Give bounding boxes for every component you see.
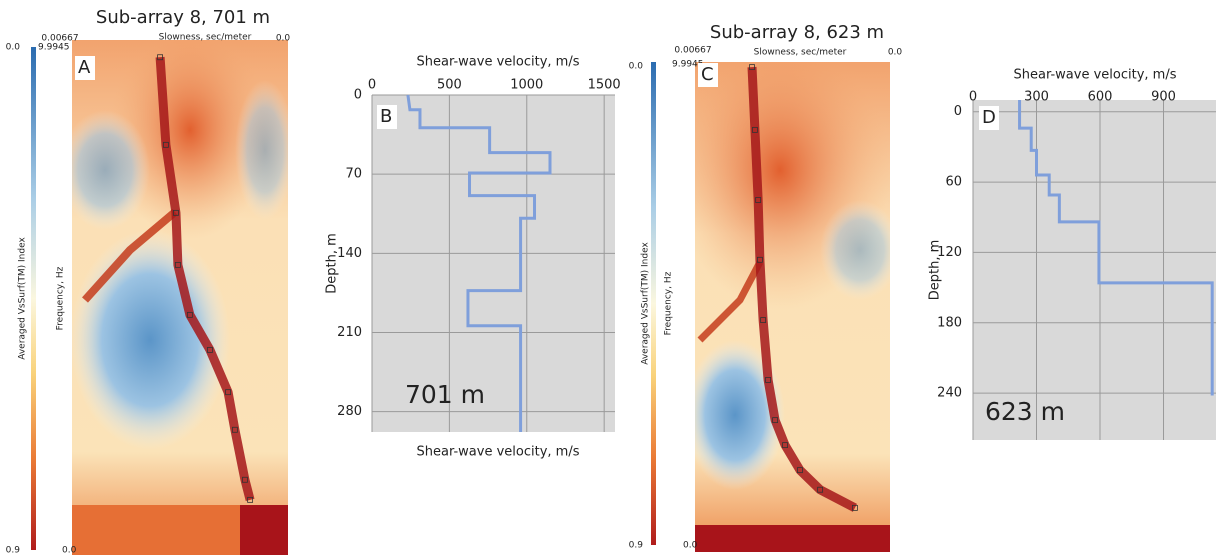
pick-point	[852, 504, 858, 511]
x-axis-label: Shear-wave velocity, m/s	[1014, 68, 1177, 83]
pick-point	[760, 317, 767, 324]
y-tick-label: 9.9945	[38, 43, 70, 53]
heatmap-c	[695, 62, 890, 552]
y-tick-label: 0.0	[683, 541, 698, 551]
x-tick-label: 1000	[510, 78, 543, 93]
velocity-profile	[406, 94, 552, 432]
pick-point	[755, 197, 762, 203]
panel-label: A	[78, 57, 91, 78]
x-axis-label: Shear-wave velocity, m/s	[417, 445, 580, 460]
y-axis-label: Frequency, Hz	[56, 266, 66, 330]
colorbar-tick-label: 0.9	[6, 546, 21, 556]
x-tick-label: 900	[1151, 90, 1176, 105]
energy-ridge	[747, 66, 857, 512]
x-tick-label: 0.00667	[41, 34, 78, 44]
plot-area	[973, 100, 1216, 440]
y-tick-label: 70	[345, 167, 362, 182]
pick-point	[749, 64, 755, 71]
pick-point	[817, 486, 824, 493]
colorbar-label: Averaged VsSurf(TM) Index	[18, 237, 28, 360]
panel-label-box	[75, 56, 95, 80]
x-tick-label: 0.00667	[674, 46, 711, 56]
x-tick-label: 0	[969, 90, 977, 105]
pick-point	[186, 311, 193, 318]
y-tick-label: 240	[937, 386, 962, 401]
pick-point	[757, 256, 763, 263]
velocity-profile	[1018, 100, 1214, 396]
pick-point	[231, 426, 238, 433]
pick-point	[163, 141, 169, 148]
y-tick-label: 0	[354, 88, 362, 103]
annotation: 701 m	[405, 380, 485, 409]
pick-point	[225, 389, 231, 396]
panel-label: C	[701, 64, 714, 85]
panel-label-box	[698, 63, 718, 87]
energy-ridge	[155, 56, 255, 501]
y-tick-label: 180	[937, 315, 962, 330]
pick-point	[782, 442, 788, 449]
colorbar-tick-label: 0.9	[629, 541, 644, 551]
x-axis-label: Shear-wave velocity, m/s	[417, 55, 580, 70]
x-axis-label: Slowness, sec/meter	[159, 33, 252, 43]
y-tick-label: 0	[954, 104, 962, 119]
x-tick-label: 0.0	[276, 34, 291, 44]
y-tick-label: 280	[337, 404, 362, 419]
panel-label-box	[979, 106, 999, 130]
pick-point	[797, 467, 803, 474]
y-axis-label: Frequency, Hz	[664, 271, 674, 335]
y-tick-label: 210	[337, 325, 362, 340]
x-tick-label: 0.0	[888, 48, 903, 58]
x-axis-label: Slowness, sec/meter	[754, 48, 847, 58]
panel-label: D	[982, 107, 996, 128]
pick-point	[207, 347, 213, 353]
pick-point	[752, 126, 758, 133]
heatmap-a	[72, 40, 288, 555]
pick-point	[772, 417, 779, 424]
x-tick-label: 500	[437, 78, 462, 93]
x-tick-label: 300	[1024, 90, 1049, 105]
y-tick-label: 140	[337, 246, 362, 261]
y-axis-label: Depth, m	[928, 240, 943, 301]
colorbar	[31, 47, 36, 550]
y-tick-label: 9.9945	[672, 60, 704, 70]
y-tick-label: 0.0	[62, 546, 77, 556]
x-tick-label: 1500	[588, 78, 621, 93]
pick-point	[765, 377, 771, 383]
x-tick-label: 0	[368, 78, 376, 93]
colorbar-label: Averaged VsSurf(TM) Index	[641, 242, 651, 365]
colorbar	[651, 62, 656, 545]
pick-point	[242, 476, 248, 483]
plot-area	[372, 95, 615, 432]
panel-label: B	[380, 106, 392, 127]
y-axis-label: Depth, m	[325, 233, 340, 294]
pick-point	[247, 496, 254, 503]
pick-point	[157, 54, 163, 61]
x-tick-label: 600	[1088, 90, 1113, 105]
colorbar-tick-label: 0.0	[6, 43, 21, 53]
chart-title: Sub-array 8, 623 m	[710, 22, 884, 43]
y-tick-label: 120	[937, 245, 962, 260]
panel-label-box	[377, 105, 397, 129]
chart-title: Sub-array 8, 701 m	[96, 7, 270, 28]
annotation: 623 m	[985, 397, 1065, 426]
colorbar-tick-label: 0.0	[629, 62, 644, 72]
y-tick-label: 60	[945, 175, 962, 190]
pick-point	[173, 209, 179, 216]
pick-point	[174, 261, 181, 268]
